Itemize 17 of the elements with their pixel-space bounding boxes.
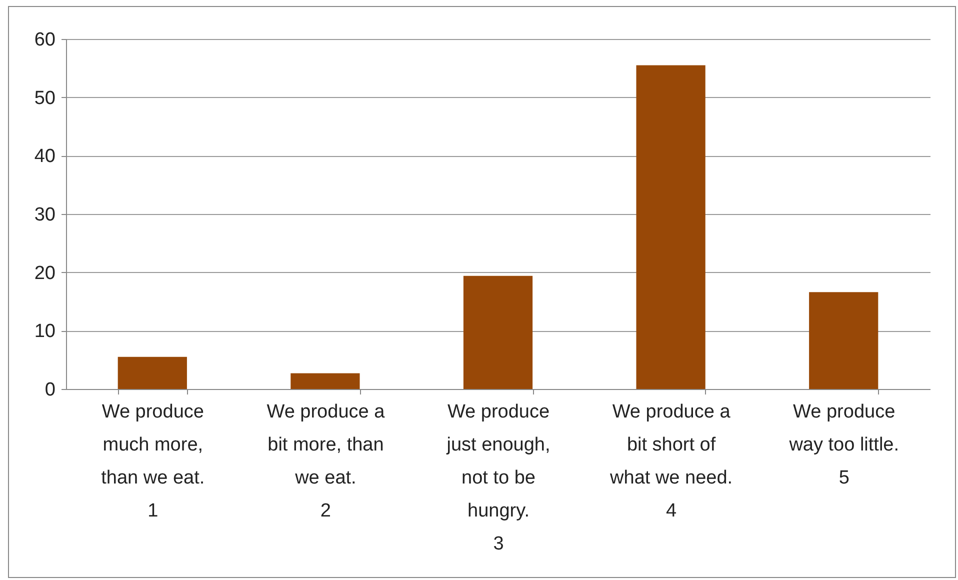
bar <box>636 65 706 389</box>
x-tick-label: We produce just enough, not to be hungry. 3 <box>446 402 550 554</box>
y-tick-label: 10 <box>34 321 56 342</box>
x-tick-label: We produce way too little. 5 <box>788 402 900 488</box>
bar <box>118 356 187 389</box>
y-tick-label: 50 <box>34 88 56 109</box>
bar <box>809 292 878 389</box>
y-tick-label: 60 <box>34 30 56 50</box>
x-tick-label: We produce a bit short of what we need. 4 <box>609 402 733 522</box>
y-tick-label: 40 <box>34 146 56 168</box>
bar <box>290 373 360 389</box>
y-tick-label: 0 <box>44 380 56 400</box>
x-tick-label: We produce a bit more, than we eat. 2 <box>266 402 386 522</box>
y-tick-label: 30 <box>34 204 56 226</box>
x-tick-label: We produce much more, than we eat. 1 <box>101 402 205 522</box>
y-tick-label: 20 <box>34 262 56 284</box>
bar <box>463 276 533 389</box>
